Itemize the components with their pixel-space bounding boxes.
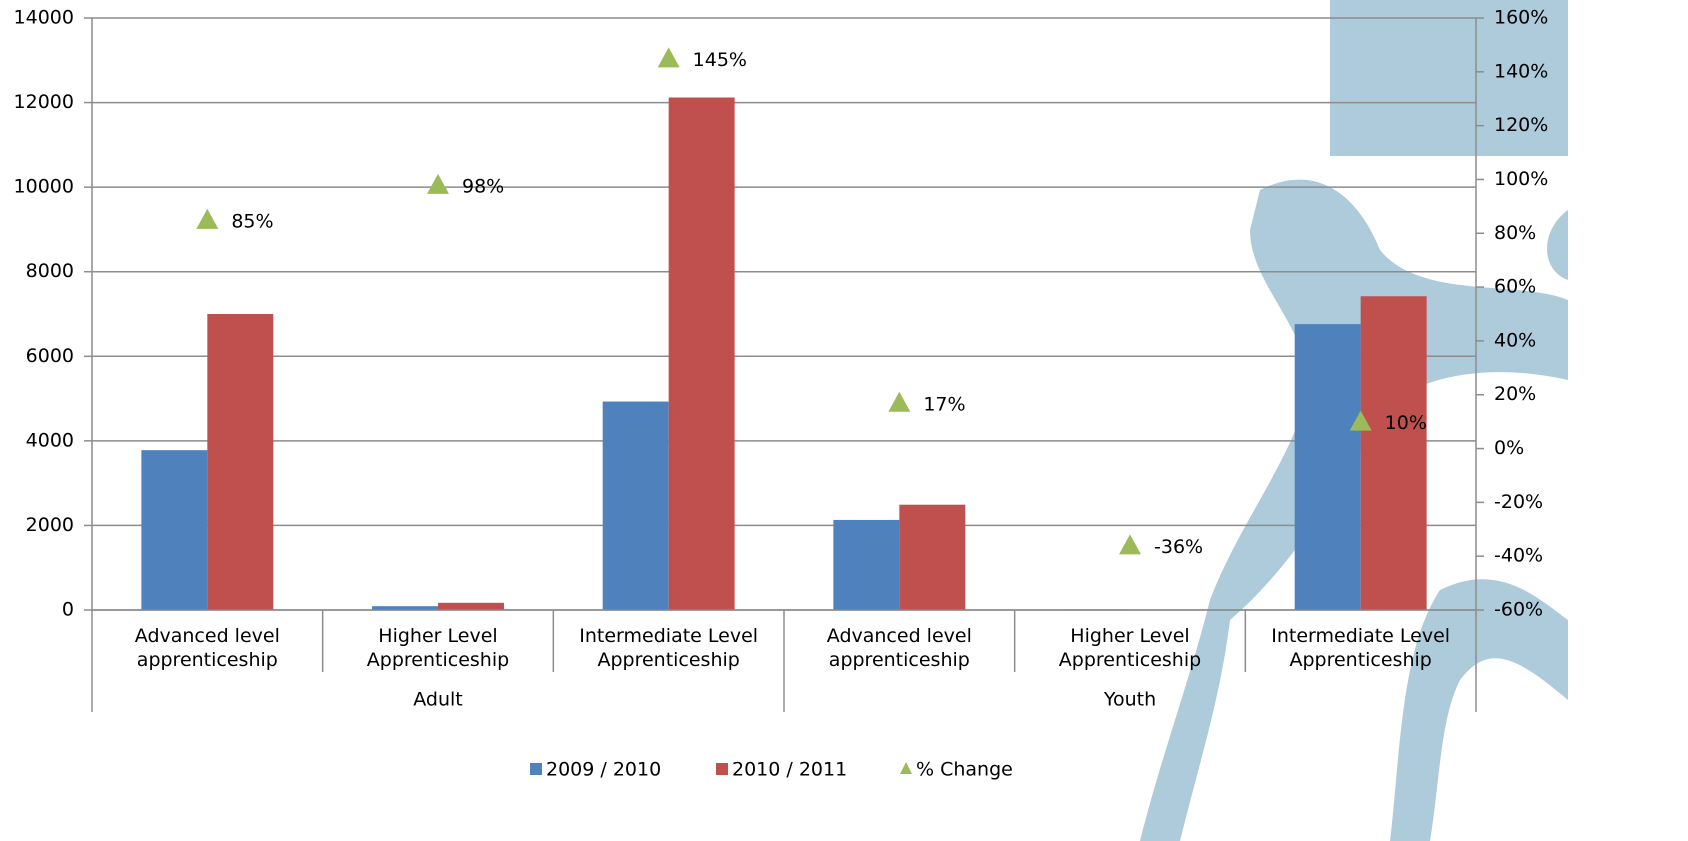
y-tick-label: 4000 [26, 429, 74, 451]
x-tick-label-box: Advanced level apprenticeship [826, 625, 972, 671]
bar [602, 401, 669, 610]
legend-swatch [530, 763, 542, 775]
data-label: 98% [462, 175, 504, 197]
data-label: -36% [1154, 536, 1203, 558]
x-tick-label-box: Advanced level apprenticeship [134, 625, 280, 671]
legend-swatch [900, 762, 912, 774]
x-tick-label-box: Higher Level Apprenticeship [1058, 625, 1202, 671]
bar [833, 519, 900, 610]
y2-tick-label: -60% [1494, 599, 1543, 621]
legend-label: % Change [916, 759, 1013, 781]
data-label: 17% [923, 393, 965, 415]
group-label: Adult [413, 689, 463, 711]
group-label: Youth [1103, 689, 1156, 711]
marker [657, 47, 680, 68]
bar [372, 606, 438, 610]
decoration [1330, 0, 1568, 156]
marker [427, 173, 449, 194]
bar [1360, 296, 1427, 610]
data-label: 10% [1385, 412, 1427, 434]
data-label: 85% [231, 210, 273, 232]
y-tick-label: 10000 [14, 176, 74, 198]
y-tick-label: 6000 [26, 345, 74, 367]
y2-tick-label: 100% [1494, 168, 1548, 190]
bar [207, 314, 274, 610]
y2-tick-label: 160% [1494, 7, 1548, 29]
y2-tick-label: -40% [1494, 545, 1543, 567]
bar [668, 97, 735, 611]
x-tick-label: Advanced level apprenticeship [826, 625, 972, 671]
x-tick-label-box: Intermediate Level Apprenticeship [579, 625, 759, 671]
x-tick-label: Higher Level Apprenticeship [366, 625, 510, 671]
y2-tick-label: 20% [1494, 383, 1536, 405]
background-decoration [1140, 0, 1568, 841]
decoration [1547, 210, 1568, 280]
bar [1294, 324, 1361, 610]
y-tick-label: 8000 [26, 260, 74, 282]
y-tick-label: 12000 [14, 91, 74, 113]
x-tick-label-box: Intermediate Level Apprenticeship [1271, 625, 1451, 671]
bar [438, 602, 504, 610]
marker [888, 391, 911, 412]
y-tick-label: 0 [62, 599, 74, 621]
legend-swatch [716, 763, 728, 775]
bar [141, 450, 208, 610]
y-tick-label: 14000 [14, 7, 74, 29]
y2-tick-label: 60% [1494, 276, 1536, 298]
marker [1349, 410, 1372, 431]
y-tick-label: 2000 [26, 514, 74, 536]
marker [1119, 534, 1141, 555]
x-tick-label-box: Higher Level Apprenticeship [366, 625, 510, 671]
y2-tick-label: 80% [1494, 222, 1536, 244]
x-tick-label: Higher Level Apprenticeship [1058, 625, 1202, 671]
y2-tick-label: 120% [1494, 114, 1548, 136]
legend-label: 2009 / 2010 [546, 759, 661, 781]
marker [196, 208, 219, 229]
bar [899, 504, 966, 610]
decoration [1390, 579, 1568, 841]
y2-tick-label: 140% [1494, 60, 1548, 82]
data-label: 145% [693, 49, 747, 71]
x-tick-label: Intermediate Level Apprenticeship [579, 625, 759, 671]
legend-label: 2010 / 2011 [732, 759, 847, 781]
x-tick-label: Intermediate Level Apprenticeship [1271, 625, 1451, 671]
y2-tick-label: 0% [1494, 437, 1524, 459]
x-tick-label: Advanced level apprenticeship [134, 625, 280, 671]
y2-tick-label: 40% [1494, 329, 1536, 351]
y2-tick-label: -20% [1494, 491, 1543, 513]
decoration [1140, 179, 1568, 841]
